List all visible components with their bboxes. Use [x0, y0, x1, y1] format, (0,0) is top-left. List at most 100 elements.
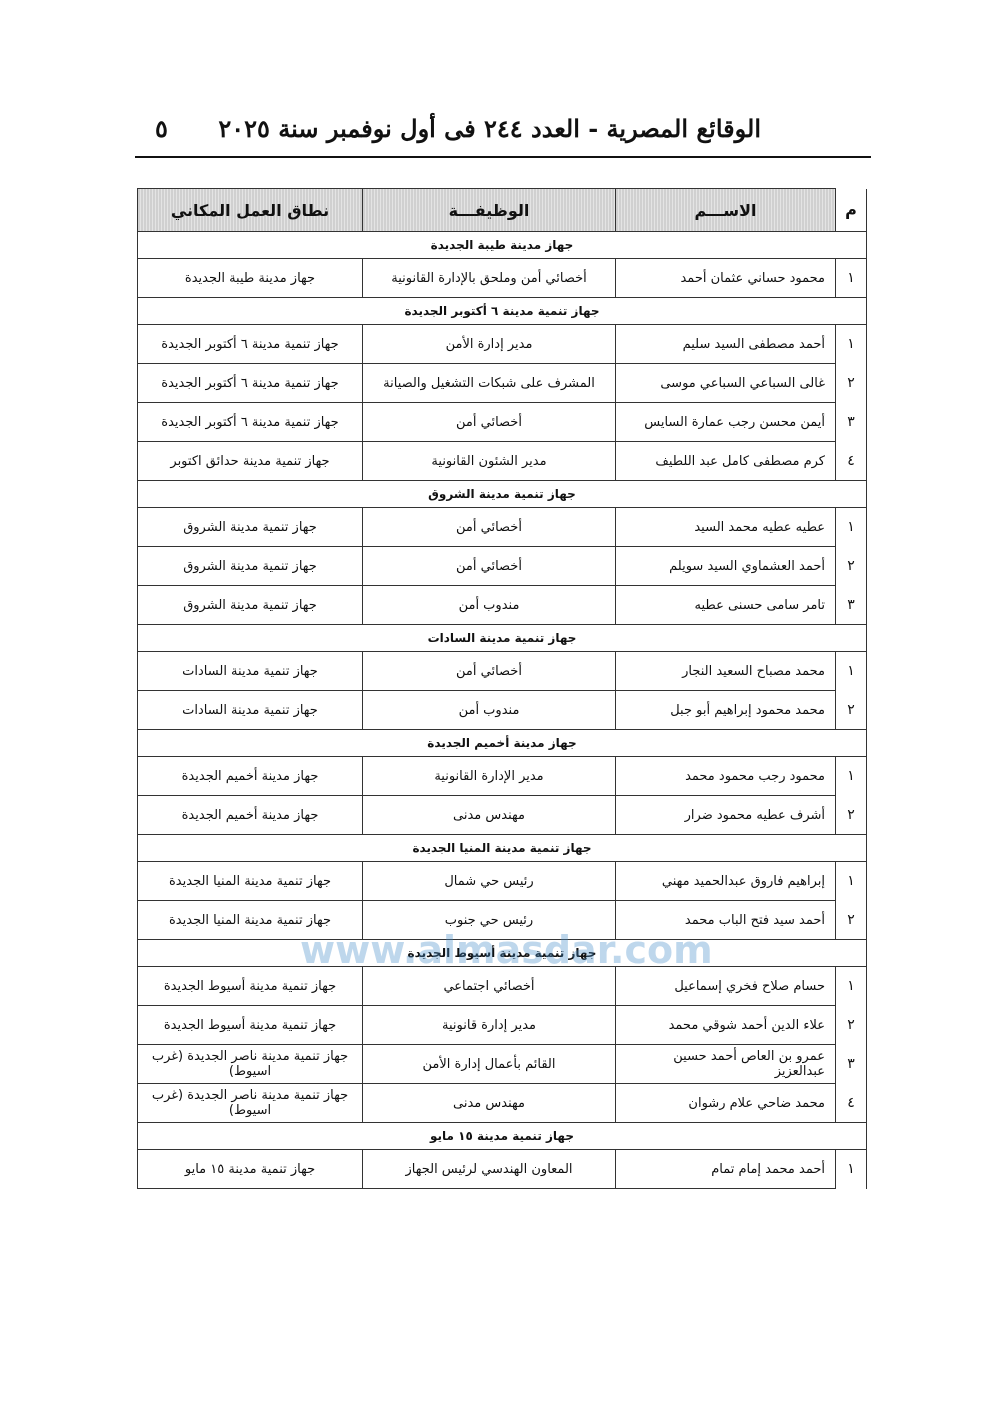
column-header: نطاق العمل المكاني [137, 188, 363, 232]
work-scope: جهاز تنمية مدينة ٦ أكتوبر الجديدة [137, 402, 363, 442]
job-title: المشرف على شبكات التشغيل والصيانة [362, 363, 616, 403]
employee-name: عمرو بن العاص أحمد حسين عبدالعزيز [615, 1044, 836, 1084]
work-scope: جهاز مدينة طيبة الجديدة [137, 258, 363, 298]
job-title: أخصائي اجتماعي [362, 966, 616, 1006]
work-scope: جهاز تنمية مدينة ٦ أكتوبر الجديدة [137, 324, 363, 364]
employee-name: أحمد سيد فتح الباب محمد [615, 900, 836, 940]
section-row: جهاز تنمية مدينة السادات [137, 624, 867, 652]
work-scope: جهاز تنمية مدينة أسيوط الجديدة [137, 966, 363, 1006]
data-row: ١ أحمد محمد إمام تمام المعاون الهندسي لرئي… [137, 1149, 867, 1189]
employee-name: أحمد مصطفى السيد سليم [615, 324, 836, 364]
employee-name: محمد مصباح السعيد النجار [615, 651, 836, 691]
row-number: ١ [835, 861, 867, 901]
job-title: مهندس مدنى [362, 1083, 616, 1123]
employee-name: حسام صلاح فخري إسماعيل [615, 966, 836, 1006]
work-scope: جهاز تنمية مدينة السادات [137, 651, 363, 691]
employee-name: أحمد محمد إمام تمام [615, 1149, 836, 1189]
row-number: ٢ [835, 546, 867, 586]
row-number: ٢ [835, 690, 867, 730]
section-row: جهاز تنمية مدينة ٦ أكتوبر الجديدة [137, 297, 867, 325]
data-row: ١ عطيه عطيه محمد السيد أخصائي أمن جهاز تنمي… [137, 507, 867, 547]
employee-name: أحمد العشماوي السيد سويلم [615, 546, 836, 586]
work-scope: جهاز تنمية مدينة ناصر الجديدة (غرب اسيوط… [137, 1044, 363, 1084]
table-body: جهاز مدينة طيبة الجديدة ١ محمود حساني عثما… [137, 231, 867, 1189]
employee-name: محمد محمود إبراهيم أبو جبل [615, 690, 836, 730]
row-number: ١ [835, 324, 867, 364]
section-title: جهاز تنمية مدينة ٦ أكتوبر الجديدة [137, 297, 867, 325]
job-title: مندوب أمن [362, 690, 616, 730]
job-title: مهندس مدنى [362, 795, 616, 835]
employee-name: أيمن محسن رجب عمارة السايس [615, 402, 836, 442]
job-title: أخصائي أمن وملحق بالإدارة القانونية [362, 258, 616, 298]
data-row: ٢ أحمد سيد فتح الباب محمد رئيس حي جنوب جهاز… [137, 900, 867, 940]
employee-name: عطيه عطيه محمد السيد [615, 507, 836, 547]
employee-name: إبراهيم فاروق عبدالحميد مهني [615, 861, 836, 901]
work-scope: جهاز تنمية مدينة ٦ أكتوبر الجديدة [137, 363, 363, 403]
section-row: جهاز تنمية مدينة ١٥ مايو [137, 1122, 867, 1150]
row-number: ١ [835, 966, 867, 1006]
row-number: ٤ [835, 441, 867, 481]
row-number: ٤ [835, 1083, 867, 1123]
section-row: جهاز تنمية مدينة المنيا الجديدة [137, 834, 867, 862]
column-header: الوظيفـــة [362, 188, 616, 232]
employee-name: محمد ضاحي علام رشوان [615, 1083, 836, 1123]
work-scope: جهاز تنمية مدينة الشروق [137, 507, 363, 547]
job-title: رئيس حي جنوب [362, 900, 616, 940]
row-number: ١ [835, 651, 867, 691]
employee-name: تامر سامى حسنى عطيه [615, 585, 836, 625]
page-number: ٥ [155, 114, 168, 143]
job-title: المعاون الهندسي لرئيس الجهاز [362, 1149, 616, 1189]
data-row: ٣ تامر سامى حسنى عطيه مندوب أمن جهاز تنمية … [137, 585, 867, 625]
job-title: مدير الشئون القانونية [362, 441, 616, 481]
data-row: ٣ عمرو بن العاص أحمد حسين عبدالعزيز القائم… [137, 1044, 867, 1084]
section-title: جهاز تنمية مدينة ١٥ مايو [137, 1122, 867, 1150]
row-number: ٢ [835, 795, 867, 835]
employee-name: محمود حساني عثمان أحمد [615, 258, 836, 298]
data-row: ٢ أشرف عطيه محمود ضرار مهندس مدنى جهاز مدين… [137, 795, 867, 835]
row-number: ١ [835, 507, 867, 547]
data-row: ٢ محمد محمود إبراهيم أبو جبل مندوب أمن جهاز… [137, 690, 867, 730]
work-scope: جهاز تنمية مدينة الشروق [137, 546, 363, 586]
job-title: أخصائي أمن [362, 651, 616, 691]
appointments-table: م الاســـم الوظيفـــة نطاق العمل المكاني جه… [137, 188, 867, 1189]
data-row: ٢ علاء الدين أحمد شوقي محمد مدير إدارة قان… [137, 1005, 867, 1045]
job-title: أخصائي أمن [362, 507, 616, 547]
employee-name: أشرف عطيه محمود ضرار [615, 795, 836, 835]
data-row: ١ إبراهيم فاروق عبدالحميد مهني رئيس حي شما… [137, 861, 867, 901]
job-title: أخصائي أمن [362, 546, 616, 586]
row-number: ٣ [835, 585, 867, 625]
job-title: مدير إدارة قانونية [362, 1005, 616, 1045]
work-scope: جهاز تنمية مدينة حدائق اكتوبر [137, 441, 363, 481]
data-row: ١ محمود رجب محمود محمد مدير الإدارة القانو… [137, 756, 867, 796]
data-row: ٢ غالى السباعي السباعي موسى المشرف على شبك… [137, 363, 867, 403]
work-scope: جهاز تنمية مدينة ناصر الجديدة (غرب اسيوط… [137, 1083, 363, 1123]
work-scope: جهاز تنمية مدينة المنيا الجديدة [137, 861, 363, 901]
row-number: ١ [835, 1149, 867, 1189]
data-row: ١ محمد مصباح السعيد النجار أخصائي أمن جهاز … [137, 651, 867, 691]
section-row: جهاز مدينة طيبة الجديدة [137, 231, 867, 259]
work-scope: جهاز تنمية مدينة الشروق [137, 585, 363, 625]
section-title: جهاز تنمية مدينة المنيا الجديدة [137, 834, 867, 862]
employee-name: محمود رجب محمود محمد [615, 756, 836, 796]
work-scope: جهاز تنمية مدينة المنيا الجديدة [137, 900, 363, 940]
data-row: ١ أحمد مصطفى السيد سليم مدير إدارة الأمن جه… [137, 324, 867, 364]
row-number: ٢ [835, 1005, 867, 1045]
job-title: مندوب أمن [362, 585, 616, 625]
job-title: مدير الإدارة القانونية [362, 756, 616, 796]
data-row: ١ محمود حساني عثمان أحمد أخصائي أمن وملحق … [137, 258, 867, 298]
page-header: الوقائع المصرية - العدد ٢٤٤ فى أول نوفمب… [135, 108, 871, 158]
row-number: ١ [835, 258, 867, 298]
work-scope: جهاز تنمية مدينة السادات [137, 690, 363, 730]
row-number: ٣ [835, 1044, 867, 1084]
data-row: ٢ أحمد العشماوي السيد سويلم أخصائي أمن جهاز… [137, 546, 867, 586]
job-title: مدير إدارة الأمن [362, 324, 616, 364]
employee-name: كرم مصطفى كامل عبد اللطيف [615, 441, 836, 481]
section-title: جهاز تنمية مدينة الشروق [137, 480, 867, 508]
header-title: الوقائع المصرية - العدد ٢٤٤ فى أول نوفمب… [218, 114, 761, 143]
row-number: ٢ [835, 900, 867, 940]
work-scope: جهاز مدينة أخميم الجديدة [137, 756, 363, 796]
data-row: ٤ كرم مصطفى كامل عبد اللطيف مدير الشئون ال… [137, 441, 867, 481]
row-number: ٢ [835, 363, 867, 403]
job-title: رئيس حي شمال [362, 861, 616, 901]
section-row: جهاز تنمية مدينة الشروق [137, 480, 867, 508]
